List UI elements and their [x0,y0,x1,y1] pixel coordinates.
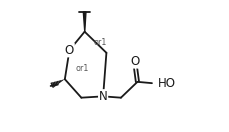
Text: or1: or1 [93,38,106,47]
Polygon shape [83,12,86,32]
Text: N: N [98,90,107,103]
Text: or1: or1 [75,64,88,73]
Text: O: O [65,44,74,57]
Text: HO: HO [157,77,175,90]
Text: O: O [130,55,139,68]
